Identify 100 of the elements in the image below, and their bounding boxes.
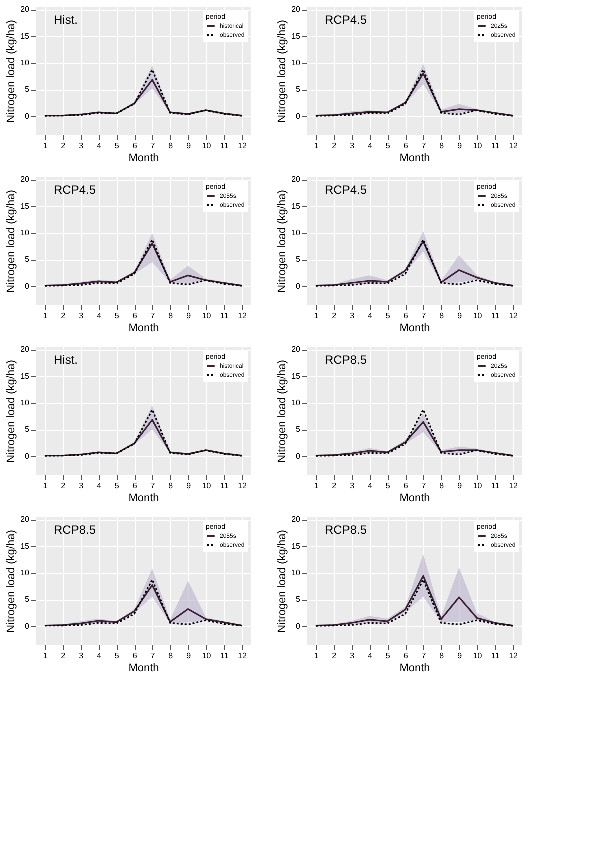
x-tick-label: 1 bbox=[43, 482, 48, 490]
y-axis-title: Nitrogen load (kg/ha) bbox=[276, 530, 289, 633]
annotation: Hist. bbox=[54, 353, 78, 367]
x-tick-label: 5 bbox=[114, 142, 120, 150]
x-tick-label: 10 bbox=[473, 312, 483, 320]
x-tick-label: 3 bbox=[350, 482, 356, 490]
x-tick-label: 7 bbox=[150, 482, 156, 490]
y-tick-label: 5 bbox=[296, 255, 302, 264]
y-tick-label: 20 bbox=[292, 175, 302, 184]
x-tick-label: 2 bbox=[332, 482, 338, 490]
y-tick-label: 10 bbox=[292, 568, 302, 578]
x-tick-label: 2 bbox=[61, 482, 66, 490]
x-tick-label: 6 bbox=[132, 482, 138, 490]
x-tick-label: 8 bbox=[168, 312, 174, 320]
x-tick-label: 7 bbox=[150, 142, 156, 150]
x-tick-label: 10 bbox=[202, 652, 212, 660]
line-series bbox=[315, 421, 514, 457]
y-axis-title: Nitrogen load (kg/ha) bbox=[276, 20, 289, 123]
x-tick-label: 11 bbox=[491, 652, 500, 660]
x-tick-label: 3 bbox=[350, 652, 356, 660]
x-tick-label: 11 bbox=[491, 482, 500, 490]
y-tick-label: 15 bbox=[20, 202, 30, 211]
x-tick-label: 6 bbox=[404, 652, 409, 660]
x-tick-label: 3 bbox=[79, 312, 84, 320]
x-tick-label: 12 bbox=[238, 312, 248, 320]
y-tick-label: 5 bbox=[296, 85, 302, 94]
x-tick-label: 2 bbox=[61, 652, 66, 660]
x-tick-label: 7 bbox=[422, 312, 427, 320]
x-axis-title: Month bbox=[400, 322, 430, 334]
x-tick-label: 6 bbox=[404, 142, 409, 150]
x-tick-label: 5 bbox=[114, 312, 120, 320]
x-tick-label: 3 bbox=[79, 142, 84, 150]
y-tick-label: 0 bbox=[25, 452, 30, 461]
annotation: Hist. bbox=[54, 13, 78, 27]
x-tick-label: 4 bbox=[368, 652, 373, 660]
x-axis-title: Month bbox=[128, 152, 160, 164]
y-tick-label: 0 bbox=[25, 622, 30, 631]
line-series bbox=[44, 79, 243, 117]
x-tick-label: 6 bbox=[132, 652, 138, 660]
x-tick-label: 12 bbox=[238, 482, 248, 490]
y-tick-label: 15 bbox=[20, 372, 30, 381]
y-tick-label: 15 bbox=[292, 32, 302, 41]
x-tick-label: 3 bbox=[350, 312, 356, 320]
x-tick-label: 2 bbox=[61, 142, 66, 150]
y-tick-label: 0 bbox=[296, 622, 302, 631]
x-tick-label: 2 bbox=[332, 652, 338, 660]
x-tick-label: 11 bbox=[220, 482, 230, 490]
y-tick-label: 10 bbox=[292, 228, 302, 238]
y-tick-label: 5 bbox=[25, 595, 30, 604]
y-tick-label: 10 bbox=[292, 398, 302, 408]
y-tick-label: 0 bbox=[25, 282, 30, 291]
x-tick-label: 12 bbox=[509, 142, 519, 150]
x-tick-label: 11 bbox=[220, 652, 230, 660]
x-tick-label: 5 bbox=[386, 652, 391, 660]
y-tick-label: 20 bbox=[20, 345, 30, 354]
x-tick-label: 10 bbox=[202, 312, 212, 320]
x-tick-label: 5 bbox=[386, 312, 391, 320]
x-tick-label: 12 bbox=[238, 652, 248, 660]
x-tick-label: 7 bbox=[422, 142, 427, 150]
x-tick-label: 3 bbox=[350, 142, 356, 150]
y-tick-label: 0 bbox=[296, 112, 302, 121]
x-axis-title: Month bbox=[400, 152, 430, 164]
y-tick-label: 5 bbox=[296, 425, 302, 434]
x-tick-label: 2 bbox=[61, 312, 66, 320]
x-tick-label: 5 bbox=[114, 482, 120, 490]
x-tick-label: 1 bbox=[43, 142, 48, 150]
x-tick-label: 1 bbox=[43, 652, 48, 660]
x-tick-label: 8 bbox=[440, 482, 445, 490]
x-tick-label: 1 bbox=[314, 312, 320, 320]
y-axis-title: Nitrogen load (kg/ha) bbox=[276, 190, 289, 293]
x-tick-label: 8 bbox=[168, 652, 174, 660]
y-tick-label: 5 bbox=[25, 85, 30, 94]
y-axis-title: Nitrogen load (kg/ha) bbox=[6, 20, 18, 123]
x-tick-label: 9 bbox=[458, 482, 463, 490]
y-tick-label: 15 bbox=[292, 542, 302, 551]
x-tick-label: 12 bbox=[509, 312, 519, 320]
x-tick-label: 7 bbox=[422, 482, 427, 490]
x-tick-label: 9 bbox=[186, 312, 192, 320]
x-axis-title: Month bbox=[400, 662, 430, 674]
x-tick-label: 6 bbox=[404, 312, 409, 320]
y-tick-label: 10 bbox=[20, 58, 30, 68]
x-tick-label: 6 bbox=[132, 312, 138, 320]
y-axis-title: Nitrogen load (kg/ha) bbox=[276, 360, 289, 463]
x-tick-label: 4 bbox=[96, 312, 102, 320]
x-tick-label: 5 bbox=[386, 142, 391, 150]
x-tick-label: 5 bbox=[386, 482, 391, 490]
y-tick-label: 15 bbox=[292, 202, 302, 211]
y-tick-label: 5 bbox=[296, 595, 302, 604]
x-tick-label: 10 bbox=[202, 482, 212, 490]
x-tick-label: 7 bbox=[422, 652, 427, 660]
annotation: RCP8.5 bbox=[54, 523, 96, 537]
annotation: RCP8.5 bbox=[325, 523, 368, 537]
y-tick-label: 20 bbox=[292, 515, 302, 524]
x-tick-label: 8 bbox=[168, 482, 174, 490]
x-tick-label: 9 bbox=[186, 482, 192, 490]
x-tick-label: 11 bbox=[491, 312, 500, 320]
x-tick-label: 9 bbox=[186, 142, 192, 150]
x-tick-label: 12 bbox=[509, 652, 519, 660]
y-axis-title: Nitrogen load (kg/ha) bbox=[6, 530, 18, 633]
x-tick-label: 12 bbox=[238, 142, 248, 150]
